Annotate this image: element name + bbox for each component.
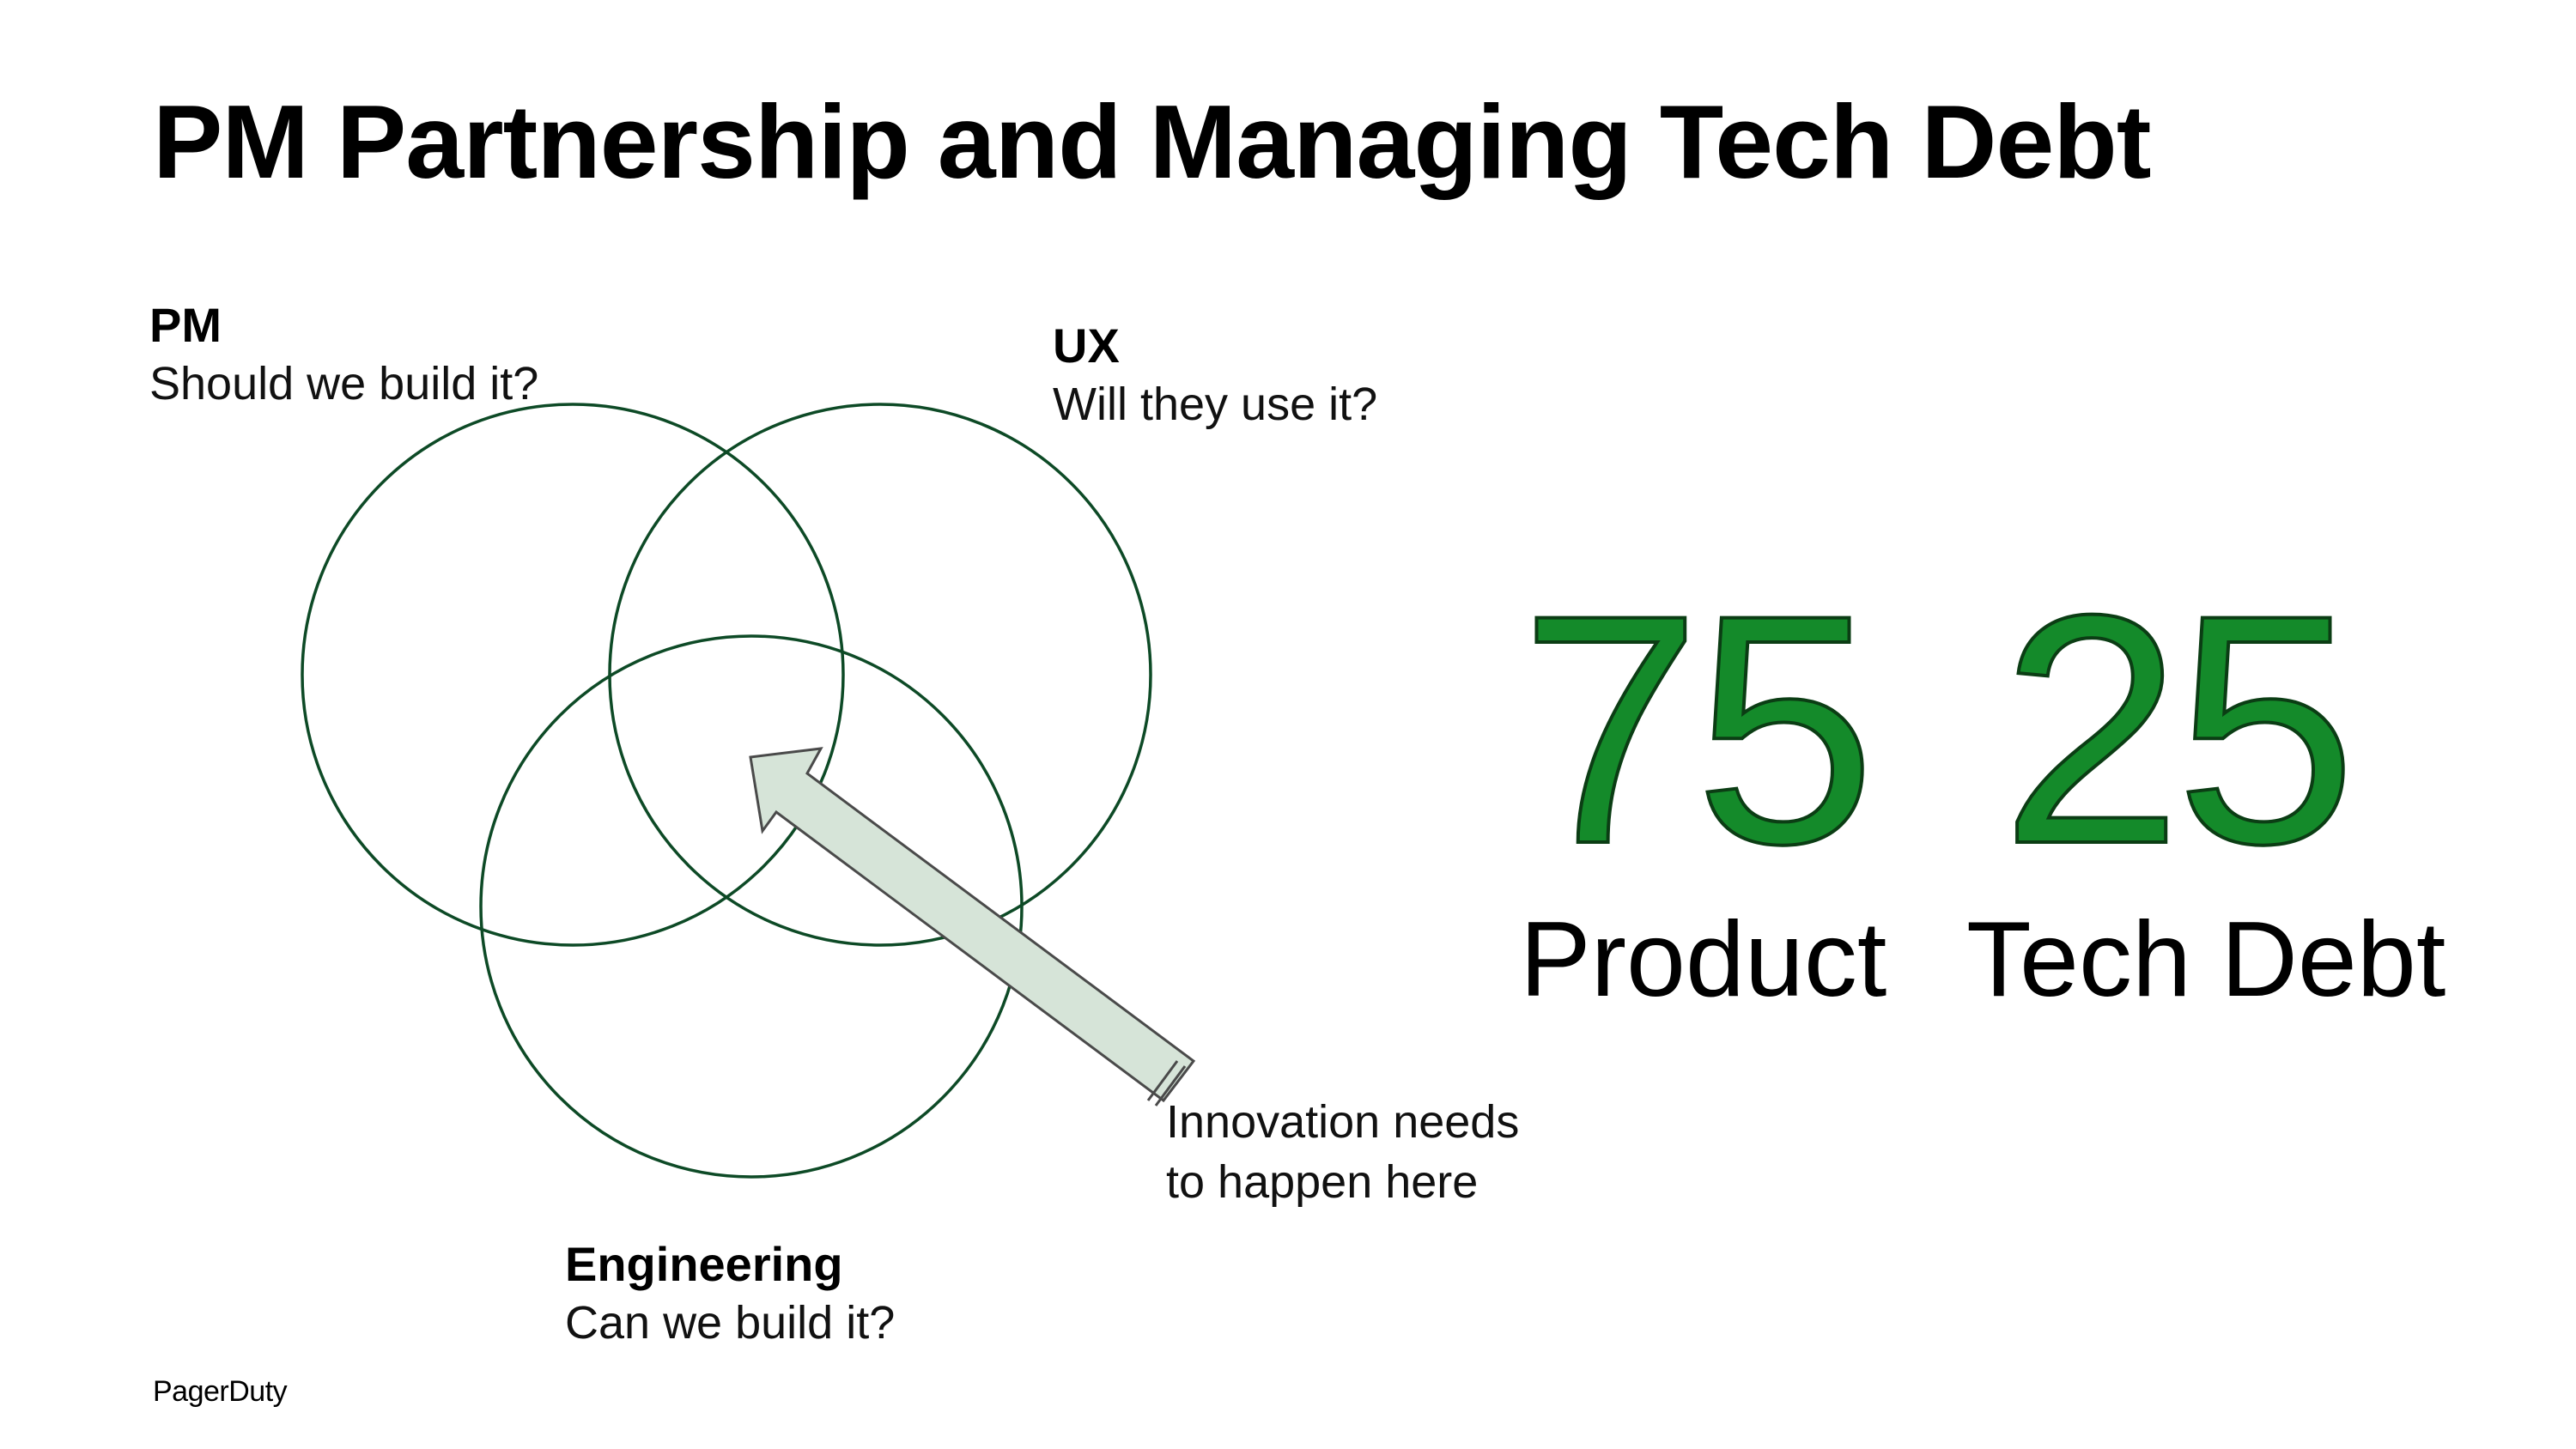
ux-question: Will they use it? <box>1053 379 1378 430</box>
annotation-line-1: Innovation needs <box>1166 1096 1520 1148</box>
innovation-annotation: Innovation needs to happen here <box>1166 1092 1613 1212</box>
ux-role-name: UX <box>1053 318 1120 373</box>
product-value: 75 <box>1518 547 1878 912</box>
tech-debt-stat: 25 Tech Debt <box>1966 547 2446 1019</box>
annotation-line-2: to happen here <box>1166 1156 1479 1209</box>
pm-role-name: PM <box>149 298 222 352</box>
pm-circle <box>301 403 845 947</box>
slide-title: PM Partnership and Managing Tech Debt <box>153 83 2151 200</box>
pm-label: PM Should we build it? <box>149 295 538 414</box>
engineering-question: Can we build it? <box>565 1297 896 1349</box>
product-stat: 75 Product <box>1518 547 1887 1019</box>
product-label: Product <box>1520 900 1887 1019</box>
arrow-icon <box>749 747 1196 1106</box>
ux-label: UX Will they use it? <box>1053 316 1377 434</box>
pagerduty-logo: PagerDuty <box>153 1375 288 1408</box>
engineering-label: Engineering Can we build it? <box>565 1234 895 1353</box>
tech-debt-value: 25 <box>1999 547 2359 912</box>
engineering-circle <box>479 634 1024 1179</box>
tech-debt-label: Tech Debt <box>1966 900 2446 1019</box>
engineering-role-name: Engineering <box>565 1237 843 1291</box>
pm-question: Should we build it? <box>149 358 539 409</box>
